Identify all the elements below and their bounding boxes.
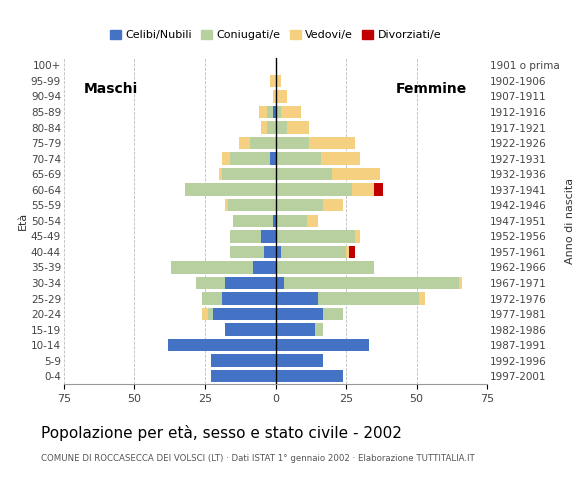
Bar (267, 106, 273, 118)
Bar (185, 183, 276, 196)
Bar (222, 168, 276, 180)
Bar (264, 246, 276, 258)
Bar (168, 339, 276, 351)
Bar (227, 199, 276, 212)
Legend: Celibi/Nubili, Coniugati/e, Vedovi/e, Divorziati/e: Celibi/Nubili, Coniugati/e, Vedovi/e, Di… (106, 25, 445, 45)
Bar (224, 324, 276, 336)
Bar (276, 75, 281, 87)
Bar (276, 370, 343, 383)
Text: Popolazione per età, sesso e stato civile - 2002: Popolazione per età, sesso e stato civil… (41, 425, 401, 441)
Bar (276, 137, 309, 149)
Bar (230, 246, 264, 258)
Bar (262, 230, 275, 242)
Bar (259, 106, 267, 118)
Bar (276, 354, 324, 367)
Text: Maschi: Maschi (84, 82, 138, 96)
Bar (276, 90, 287, 103)
Bar (307, 215, 318, 227)
Bar (253, 261, 276, 274)
Bar (351, 183, 374, 196)
Bar (202, 292, 222, 305)
Bar (273, 90, 275, 103)
Bar (276, 168, 332, 180)
Bar (276, 183, 351, 196)
Bar (354, 230, 360, 242)
Bar (276, 121, 287, 134)
Bar (419, 292, 425, 305)
Text: COMUNE DI ROCCASECCA DEI VOLSCI (LT) · Dati ISTAT 1° gennaio 2002 · Elaborazione: COMUNE DI ROCCASECCA DEI VOLSCI (LT) · D… (41, 454, 474, 463)
Bar (324, 308, 343, 320)
Bar (233, 215, 273, 227)
Bar (281, 106, 301, 118)
Bar (211, 354, 276, 367)
Bar (208, 308, 213, 320)
Bar (273, 215, 275, 227)
Bar (273, 106, 275, 118)
Text: Femmine: Femmine (396, 82, 467, 96)
Bar (270, 153, 275, 165)
Bar (224, 199, 227, 212)
Bar (239, 137, 250, 149)
Bar (213, 308, 276, 320)
Bar (276, 308, 324, 320)
Bar (276, 324, 315, 336)
Bar (276, 292, 318, 305)
Bar (276, 339, 369, 351)
Bar (267, 121, 276, 134)
Bar (309, 137, 354, 149)
Bar (276, 199, 324, 212)
Bar (197, 277, 224, 289)
Bar (321, 153, 360, 165)
Bar (318, 292, 419, 305)
Bar (171, 261, 253, 274)
Bar (202, 308, 208, 320)
Bar (276, 230, 354, 242)
Bar (222, 292, 276, 305)
Bar (284, 277, 459, 289)
Bar (230, 230, 262, 242)
Bar (276, 153, 321, 165)
Bar (262, 121, 267, 134)
Bar (222, 153, 230, 165)
Bar (211, 370, 276, 383)
Bar (276, 261, 374, 274)
Bar (276, 277, 284, 289)
Bar (281, 246, 346, 258)
Y-axis label: Anno di nascita: Anno di nascita (566, 178, 575, 264)
Bar (219, 168, 222, 180)
Bar (315, 324, 324, 336)
Bar (349, 246, 354, 258)
Bar (270, 75, 275, 87)
Bar (230, 153, 270, 165)
Y-axis label: Età: Età (18, 212, 28, 230)
Bar (332, 168, 380, 180)
Bar (276, 215, 307, 227)
Bar (224, 277, 276, 289)
Bar (459, 277, 462, 289)
Bar (250, 137, 276, 149)
Bar (346, 246, 349, 258)
Bar (276, 246, 281, 258)
Bar (276, 106, 281, 118)
Bar (324, 199, 343, 212)
Bar (287, 121, 309, 134)
Bar (374, 183, 383, 196)
